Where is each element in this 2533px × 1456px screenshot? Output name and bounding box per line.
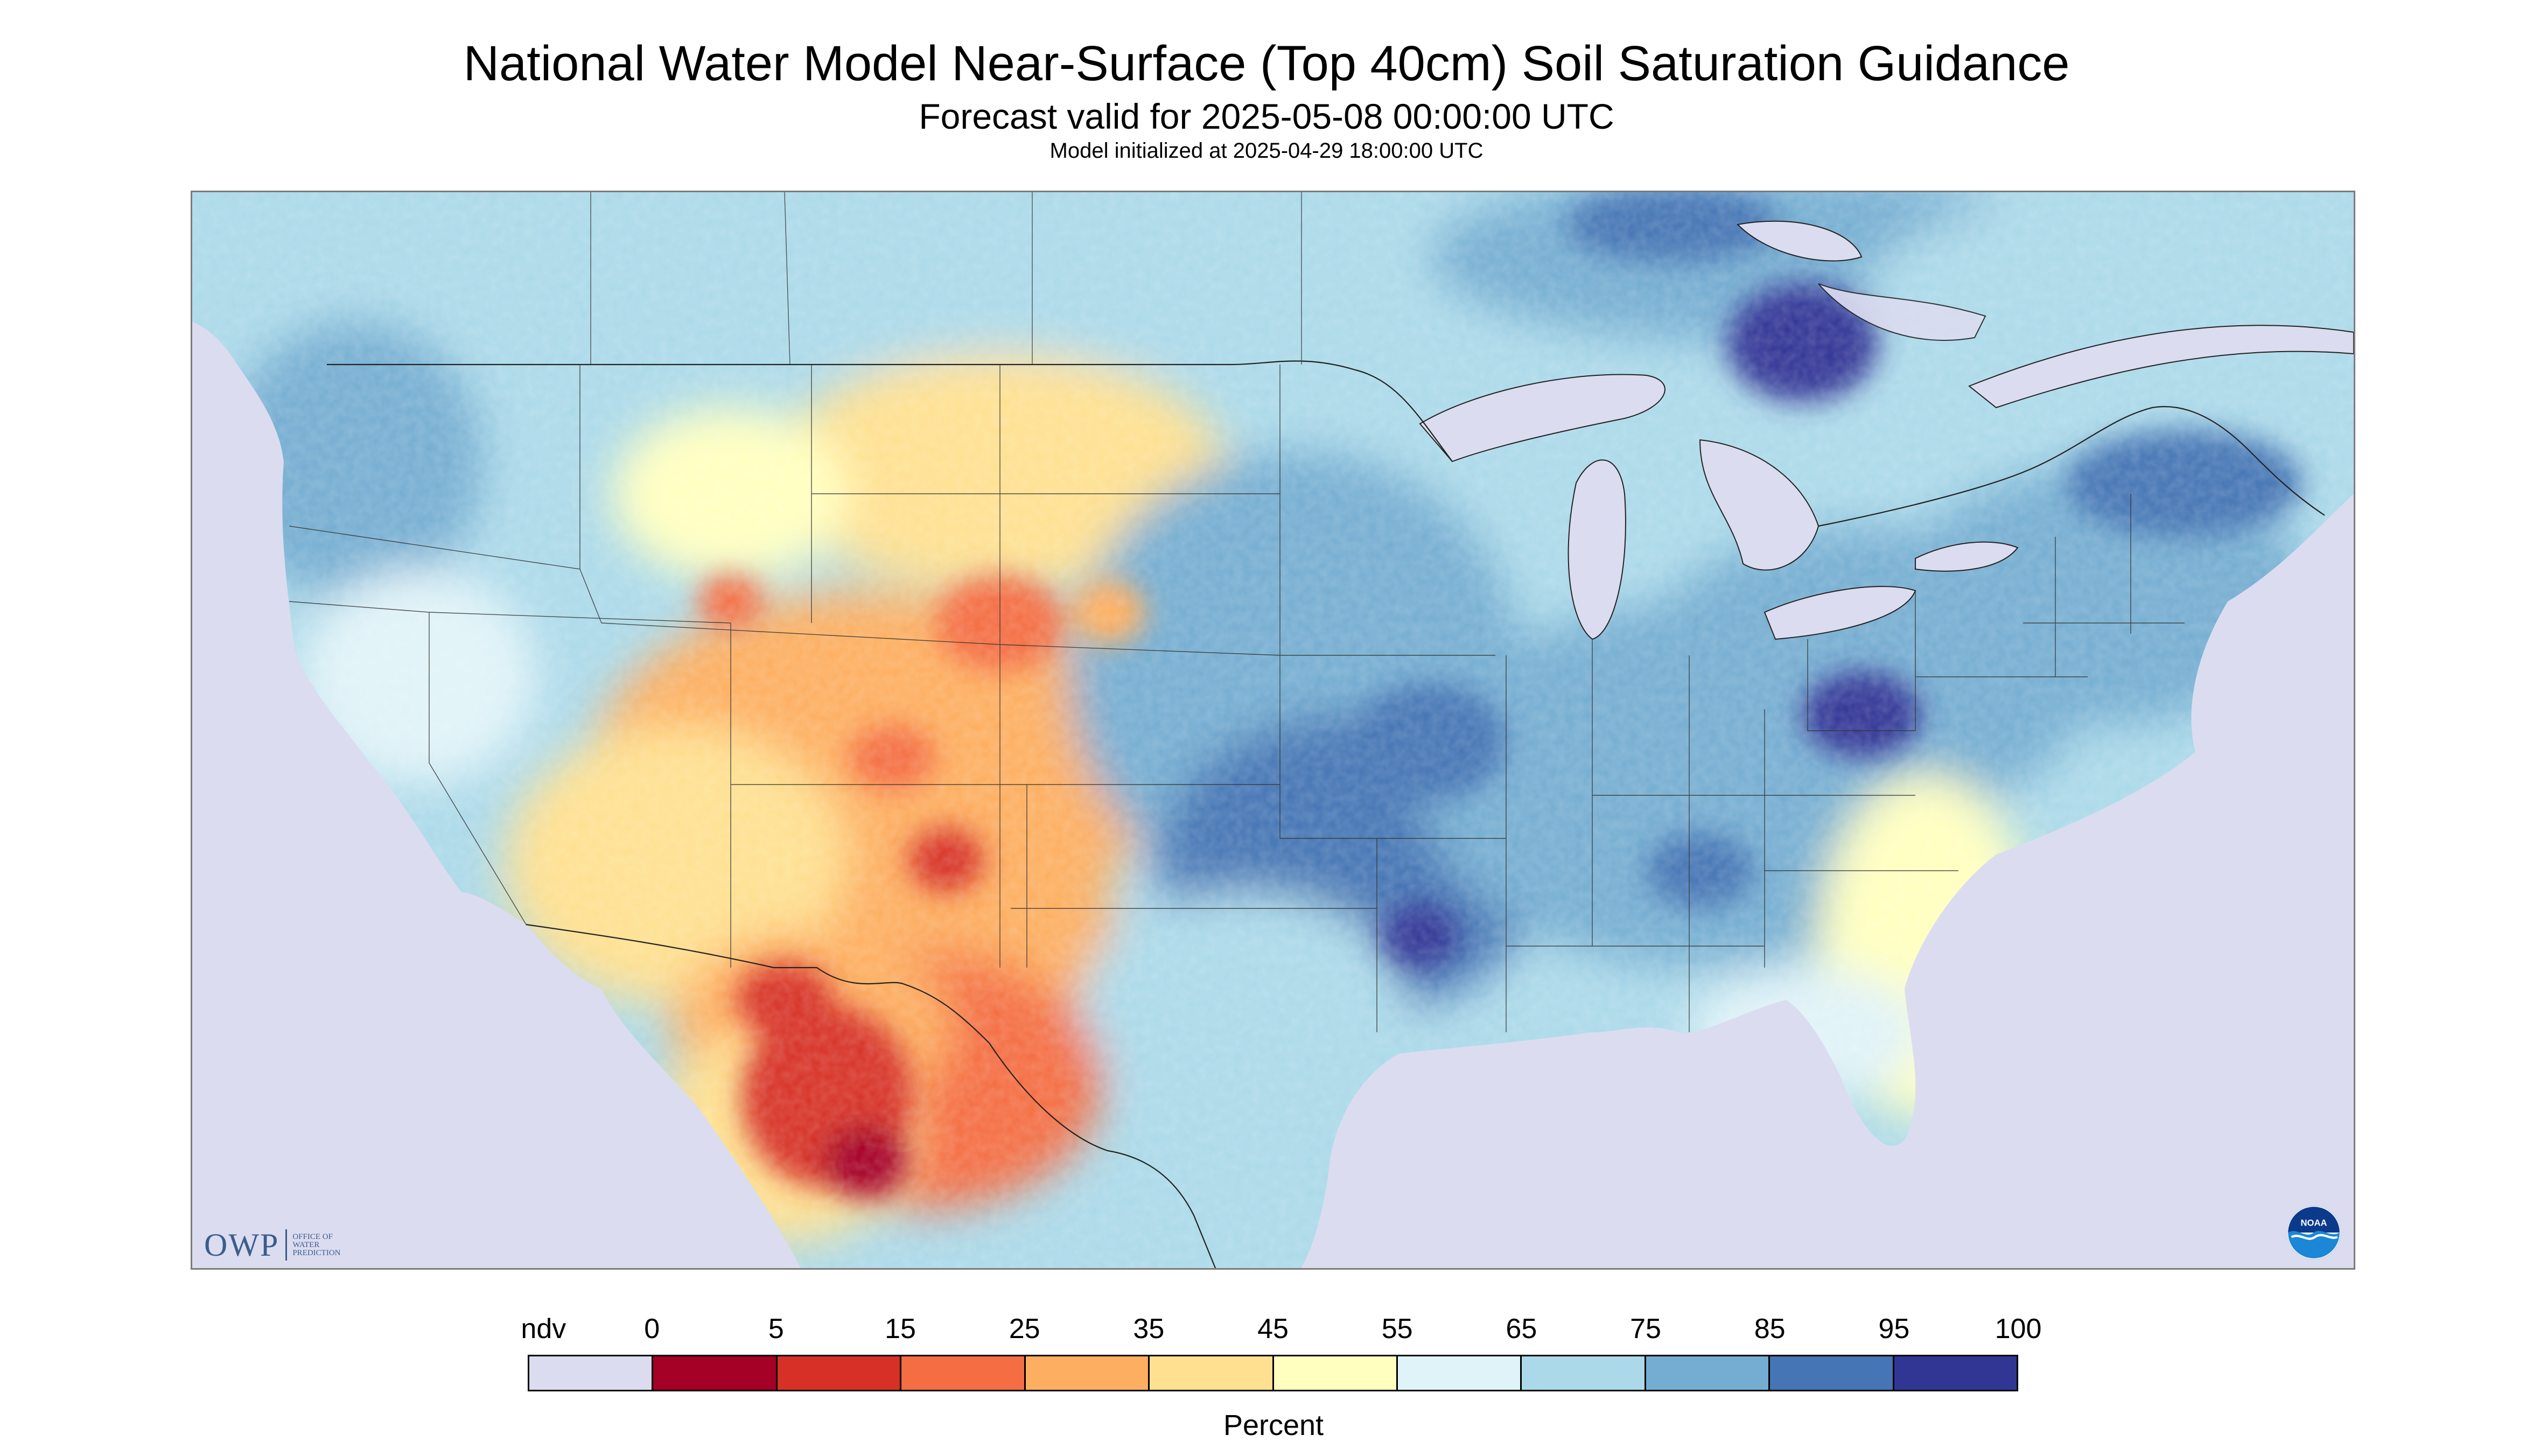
legend-swatch — [901, 1356, 1026, 1390]
legend-swatch — [1522, 1356, 1646, 1390]
owp-logo-subtext: OFFICE OF WATER PREDICTION — [292, 1233, 340, 1257]
noaa-logo: NOAA — [2286, 1205, 2341, 1260]
owp-logo-subtext-line: WATER — [292, 1240, 320, 1249]
owp-logo-subtext-line: OFFICE OF — [292, 1232, 333, 1241]
forecast-valid-subtitle: Forecast valid for 2025-05-08 00:00:00 U… — [919, 96, 1614, 136]
legend-swatch — [1894, 1356, 2017, 1390]
owp-logo-divider — [285, 1229, 288, 1261]
owp-logo-letters: OWP — [204, 1227, 279, 1263]
owp-logo: OWP OFFICE OF WATER PREDICTION — [204, 1226, 341, 1264]
legend-swatch — [1770, 1356, 1894, 1390]
legend-swatch — [653, 1356, 778, 1390]
legend-tick-label: 25 — [1009, 1313, 1040, 1345]
legend-tick-label: 100 — [1995, 1313, 2042, 1345]
legend-tick-label: 15 — [885, 1313, 916, 1345]
legend-tick-label: 75 — [1630, 1313, 1661, 1345]
owp-logo-subtext-line: PREDICTION — [292, 1248, 341, 1257]
color-legend: ndv 0 5 15 25 35 45 55 65 75 85 95 100 Percent — [521, 1313, 2041, 1442]
noaa-logo-text: NOAA — [2301, 1218, 2327, 1228]
legend-color-bar — [528, 1355, 2018, 1391]
legend-tick-label: 55 — [1381, 1313, 1413, 1345]
legend-tick-label: 0 — [644, 1313, 660, 1345]
legend-swatch — [1274, 1356, 1398, 1390]
legend-swatch — [1025, 1356, 1150, 1390]
legend-swatch — [777, 1356, 902, 1390]
model-initialized-subtitle: Model initialized at 2025-04-29 18:00:00… — [1049, 139, 1484, 163]
legend-swatch — [529, 1356, 654, 1390]
map-canvas — [192, 192, 2354, 1268]
legend-tick-label: 65 — [1506, 1313, 1537, 1345]
legend-swatch — [1397, 1356, 1522, 1390]
legend-tick-label: 85 — [1754, 1313, 1786, 1345]
legend-swatch — [1150, 1356, 1274, 1390]
legend-tick-label: 45 — [1257, 1313, 1289, 1345]
soil-saturation-map: OWP OFFICE OF WATER PREDICTION NOAA — [191, 191, 2355, 1270]
map-title: National Water Model Near-Surface (Top 4… — [463, 36, 2070, 91]
legend-swatch — [1646, 1356, 1771, 1390]
legend-tick-label: 5 — [768, 1313, 784, 1345]
legend-unit-label: Percent — [1223, 1409, 1324, 1441]
legend-tick-label: ndv — [521, 1313, 566, 1345]
legend-tick-label: 35 — [1133, 1313, 1165, 1345]
legend-tick-label: 95 — [1878, 1313, 1910, 1345]
